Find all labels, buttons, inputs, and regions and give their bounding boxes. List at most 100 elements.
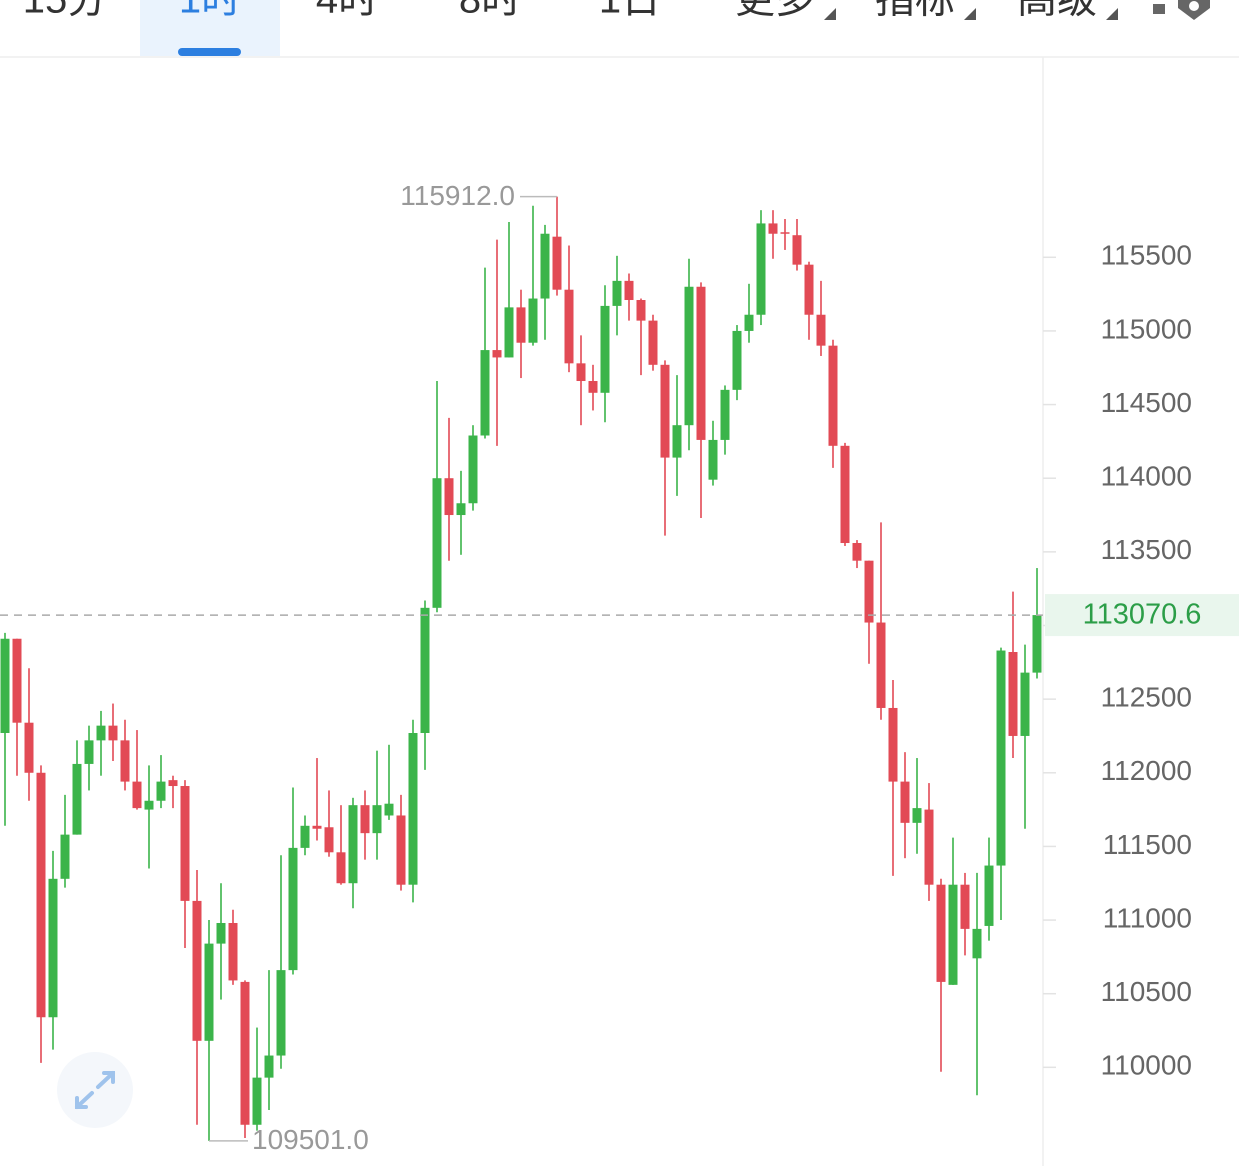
- candle-body: [912, 808, 922, 823]
- candle-body: [852, 543, 862, 561]
- candle-body: [252, 1077, 262, 1125]
- y-tick-label: 110500: [1101, 976, 1192, 1007]
- settings-icon[interactable]: [1153, 0, 1210, 20]
- icon-part: [1189, 1, 1199, 11]
- tab[interactable]: 1时: [179, 0, 241, 22]
- candle-body: [516, 307, 526, 343]
- candle-body: [636, 300, 646, 321]
- active-tab-bg: [140, 0, 280, 56]
- icon-part: [1153, 4, 1165, 14]
- candle-body: [696, 286, 706, 440]
- last-price-bg: [1045, 594, 1239, 637]
- tab[interactable]: 4时: [316, 0, 378, 22]
- candle-body: [792, 235, 802, 265]
- candle-body: [192, 900, 202, 1041]
- candle-body: [960, 884, 970, 929]
- candle-body: [36, 772, 46, 1018]
- candle-body: [300, 825, 310, 848]
- tab[interactable]: 高级: [1017, 0, 1097, 22]
- candle-body: [468, 435, 478, 504]
- candle-body: [888, 707, 898, 782]
- expand-bg: [57, 1052, 133, 1128]
- tab[interactable]: 8时: [459, 0, 521, 22]
- candle-body: [48, 878, 58, 1018]
- candle-body: [744, 314, 754, 331]
- y-tick-label: 111500: [1103, 829, 1192, 860]
- candle-body: [828, 345, 838, 446]
- candle-body: [24, 722, 34, 773]
- candle-body: [360, 805, 370, 834]
- y-tick-label: 113500: [1101, 534, 1192, 565]
- candle-body: [552, 236, 562, 290]
- candle-body: [564, 289, 574, 364]
- candle-body: [900, 781, 910, 823]
- candle-body: [144, 800, 154, 810]
- y-tick-label: 114000: [1101, 461, 1192, 492]
- max-label: 115912.0: [400, 180, 515, 211]
- candle-body: [216, 922, 226, 944]
- candle-body: [1008, 652, 1018, 736]
- candle-body: [384, 803, 394, 816]
- candle-body: [444, 478, 454, 516]
- tab[interactable]: 更多: [735, 0, 815, 22]
- candle-body: [372, 805, 382, 834]
- candle-body: [948, 884, 958, 985]
- tab[interactable]: 指标: [875, 0, 955, 22]
- candle-body: [612, 280, 622, 306]
- candle-body: [456, 503, 466, 516]
- candle-body: [780, 232, 790, 234]
- expand-button[interactable]: [57, 1052, 133, 1128]
- y-tick-label: 114500: [1101, 387, 1192, 418]
- candle-body: [396, 815, 406, 885]
- candle-body: [480, 350, 490, 436]
- candle-body: [336, 852, 346, 884]
- candle-body: [708, 439, 718, 480]
- candle-body: [996, 650, 1006, 866]
- candle-body: [1020, 672, 1030, 736]
- candle-body: [504, 307, 514, 358]
- y-tick-label: 111000: [1103, 902, 1192, 933]
- candle-body: [12, 638, 22, 723]
- candle-body: [624, 280, 634, 301]
- candle-body: [432, 478, 442, 608]
- candle-body: [120, 740, 130, 782]
- candle-body: [540, 233, 550, 299]
- candle-body: [204, 943, 214, 1041]
- candle-body: [600, 305, 610, 393]
- candle-body: [240, 981, 250, 1125]
- active-tab-indicator: [178, 48, 241, 56]
- candle-body: [660, 364, 670, 458]
- candle-body: [1032, 615, 1042, 673]
- dropdown-arrow: [964, 8, 976, 20]
- tab[interactable]: 1日: [599, 0, 661, 22]
- candle-body: [528, 298, 538, 343]
- candle-body: [876, 622, 886, 708]
- candle-body: [816, 314, 826, 346]
- candle-body: [492, 350, 502, 358]
- y-tick-label: 112000: [1101, 755, 1192, 786]
- candle-body: [864, 560, 874, 623]
- candle-body: [648, 320, 658, 365]
- candle-body: [420, 607, 430, 734]
- y-tick-label: 110000: [1101, 1050, 1192, 1081]
- tab[interactable]: 15分: [23, 0, 108, 22]
- candle-body: [132, 781, 142, 809]
- candle-body: [288, 847, 298, 971]
- candle-body: [804, 264, 814, 315]
- candle-body: [156, 781, 166, 801]
- candle-body: [0, 638, 10, 734]
- candle-body: [768, 223, 778, 234]
- candle-body: [732, 330, 742, 390]
- candle-body: [408, 733, 418, 885]
- candle-body: [720, 389, 730, 440]
- y-tick-label: 112500: [1101, 682, 1192, 713]
- candle-body: [924, 809, 934, 885]
- candle-body: [936, 884, 946, 982]
- candle-body: [972, 928, 982, 959]
- dropdown-arrow: [824, 8, 836, 20]
- candle-body: [72, 763, 82, 835]
- candle-body: [96, 725, 106, 741]
- candle-body: [108, 725, 118, 741]
